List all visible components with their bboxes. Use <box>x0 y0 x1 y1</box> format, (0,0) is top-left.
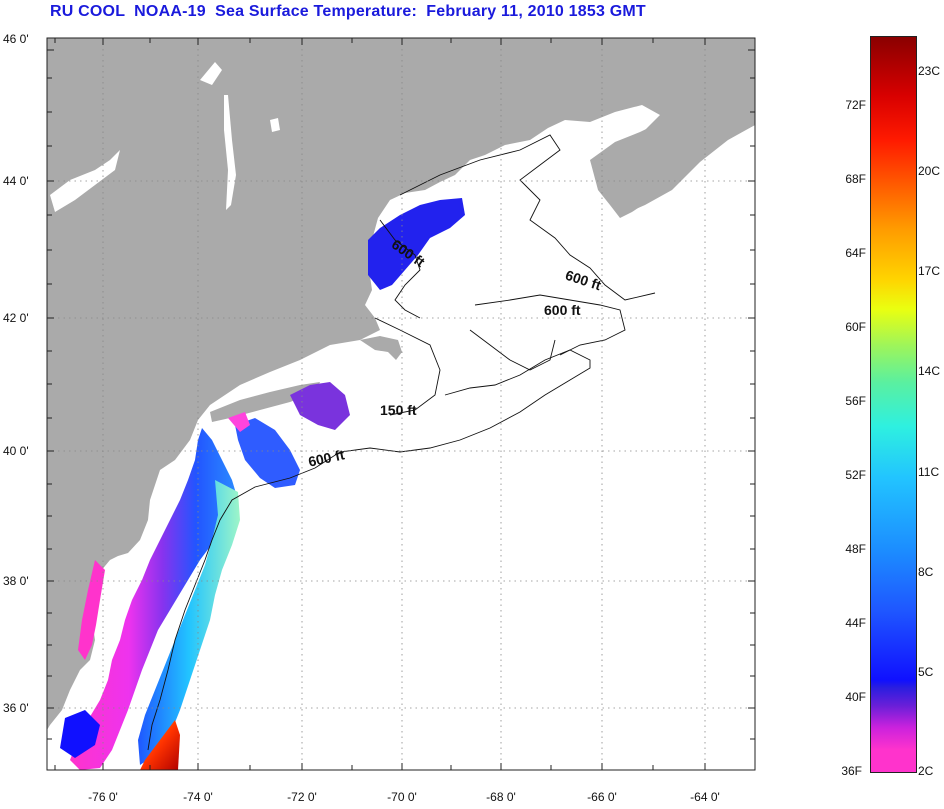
colorbar-label-48f: 48F <box>845 542 866 556</box>
isobath-detail-1 <box>379 219 421 319</box>
lat-label-36: 36 0' <box>3 701 29 715</box>
lake-ontario <box>50 150 120 212</box>
lat-label-44: 44 0' <box>3 174 29 188</box>
colorbar-label-36f: 36F <box>841 764 862 778</box>
sst-block-island-patch <box>228 412 250 432</box>
lon-label-76: -76 0' <box>88 790 118 804</box>
colorbar-label-40f: 40F <box>845 690 866 704</box>
lon-label-72: -72 0' <box>287 790 317 804</box>
sst-nantucket-patch <box>290 382 350 430</box>
lon-label-70: -70 0' <box>387 790 417 804</box>
cape-cod-landmass <box>360 336 402 360</box>
temperature-colorbar <box>870 36 917 773</box>
colorbar-label-56f: 56F <box>845 394 866 408</box>
isobath-600ft-gulf <box>399 134 656 301</box>
nova-scotia-landmass <box>590 82 755 218</box>
colorbar-label-68f: 68F <box>845 172 866 186</box>
lake-champlain <box>224 95 236 210</box>
colorbar-label-60f: 60F <box>845 320 866 334</box>
mainland-landmass <box>47 38 755 730</box>
left-axis-ticks <box>47 49 54 740</box>
bottom-axis-ticks <box>54 763 706 770</box>
colorbar-label-52f: 52F <box>845 468 866 482</box>
lat-label-42: 42 0' <box>3 311 29 325</box>
map-title: RU COOL NOAA-19 Sea Surface Temperature:… <box>50 3 646 20</box>
sst-warm-patch <box>140 720 180 770</box>
long-island-landmass <box>210 382 320 422</box>
colorbar-label-23c: 23C <box>918 64 941 78</box>
isobath-detail-2 <box>469 329 556 371</box>
lon-label-68: -68 0' <box>486 790 516 804</box>
top-axis-ticks <box>54 38 706 45</box>
lat-label-38: 38 0' <box>3 574 29 588</box>
lat-label-46: 46 0' <box>3 32 29 46</box>
right-axis-ticks <box>748 49 755 740</box>
isobath-600ft-georges <box>474 294 626 356</box>
colorbar-label-14c: 14C <box>918 364 941 378</box>
colorbar-label-5c: 5C <box>918 665 934 679</box>
lat-label-40: 40 0' <box>3 444 29 458</box>
colorbar-label-44f: 44F <box>845 616 866 630</box>
colorbar-label-64f: 64F <box>845 246 866 260</box>
sst-offshore-band <box>138 480 240 765</box>
contour-label-nantucket-shoals: 150 ft <box>380 402 417 418</box>
chesapeake-bay <box>78 560 105 660</box>
colorbar-label-11c: 11C <box>918 465 940 479</box>
colorbar-label-20c: 20C <box>918 164 941 178</box>
map-frame <box>46 37 756 771</box>
sst-new-york-bight-patch <box>235 418 300 488</box>
isobath-150ft-nantucket <box>374 317 441 416</box>
inland-lake-2 <box>270 118 280 132</box>
lon-label-64: -64 0' <box>690 790 720 804</box>
sst-coastal-band <box>70 428 238 770</box>
colorbar-label-17c: 17C <box>918 264 941 278</box>
lon-label-74: -74 0' <box>183 790 213 804</box>
sst-gulf-of-maine-patch <box>368 198 465 290</box>
sst-southern-cold-patch <box>60 710 100 758</box>
contour-label-georges-bank: 600 ft <box>544 302 581 318</box>
colorbar-label-72f: 72F <box>845 98 866 112</box>
inland-lake-1 <box>200 62 222 85</box>
colorbar-label-8c: 8C <box>918 565 934 579</box>
lon-label-66: -66 0' <box>587 790 617 804</box>
colorbar-label-2c: 2C <box>918 764 934 778</box>
